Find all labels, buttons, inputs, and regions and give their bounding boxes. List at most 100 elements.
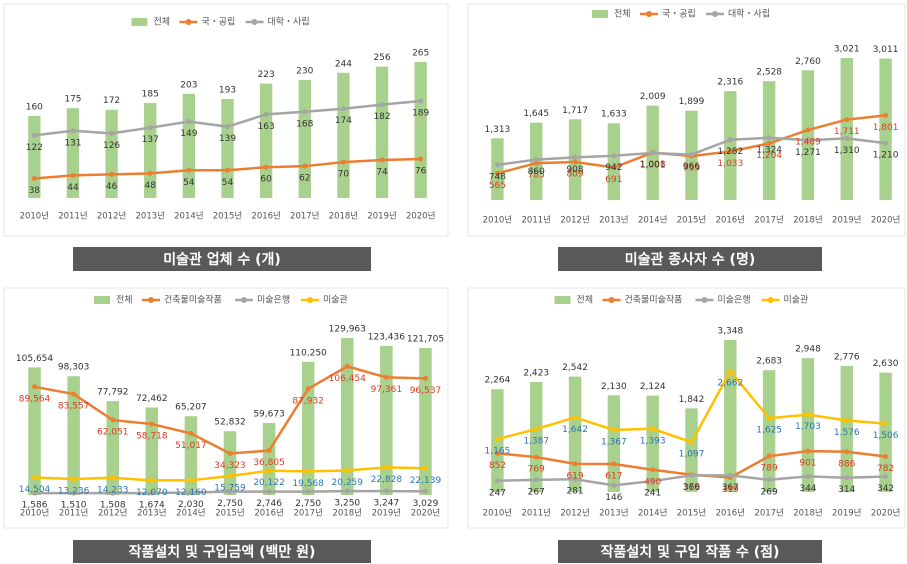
line-marker <box>383 464 389 470</box>
line-marker <box>727 368 733 374</box>
legend-marker <box>251 19 258 25</box>
line-marker <box>70 128 76 134</box>
x-tick-label: 2016년 <box>716 508 745 519</box>
data-label: 12,070 <box>136 488 168 498</box>
bar <box>762 370 776 492</box>
chart-frame <box>467 287 906 529</box>
data-label: 3,348 <box>717 327 743 337</box>
x-tick-label: 2018년 <box>329 211 358 222</box>
data-label: 22,139 <box>410 476 442 486</box>
title-banner <box>558 540 822 563</box>
x-tick-label: 2018년 <box>333 508 362 519</box>
data-label: 129,963 <box>329 325 366 335</box>
data-label: 2,130 <box>601 382 627 392</box>
legend-label: 국・공립 <box>202 17 236 28</box>
line-marker <box>383 488 389 494</box>
data-label: 782 <box>877 464 894 474</box>
x-tick-label: 2018년 <box>793 508 822 519</box>
data-label: 908 <box>566 165 583 175</box>
data-label: 1,711 <box>834 127 860 137</box>
line-marker <box>266 489 272 495</box>
data-label: 617 <box>605 471 622 481</box>
bar <box>414 62 427 198</box>
data-label: 2,030 <box>178 500 204 510</box>
x-tick-label: 2015년 <box>213 211 242 222</box>
legend-label: 미술은행 <box>718 294 751 306</box>
line-marker <box>225 167 230 173</box>
legend-marker <box>767 297 774 303</box>
data-label: 1,008 <box>640 160 666 170</box>
legend-label: 국・공립 <box>662 9 696 20</box>
data-label: 146 <box>605 493 622 503</box>
data-label: 13,236 <box>58 487 90 497</box>
bar <box>762 81 776 200</box>
data-label: 48 <box>145 181 157 191</box>
line-marker <box>533 157 539 163</box>
legend-label: 미술관 <box>323 295 348 306</box>
legend-swatch <box>554 296 571 304</box>
legend-label: 미술은행 <box>257 294 290 306</box>
line-marker <box>188 490 194 496</box>
x-tick-label: 2012년 <box>97 211 126 222</box>
line-marker <box>727 148 733 154</box>
line-marker <box>844 417 850 423</box>
data-label: 230 <box>296 66 313 76</box>
title-banner <box>73 540 371 563</box>
line-marker <box>689 472 694 478</box>
data-label: 3,021 <box>834 45 860 55</box>
data-label: 96,537 <box>410 386 442 396</box>
x-tick-label: 2014년 <box>638 215 667 226</box>
chart-title: 작품설치 및 구입 작품 수 (점) <box>601 544 780 561</box>
legend-marker <box>148 297 154 303</box>
data-label: 809 <box>566 169 583 179</box>
bar <box>67 376 80 495</box>
x-tick-label: 2017년 <box>754 508 783 519</box>
bar <box>106 401 119 495</box>
line-marker <box>227 473 233 479</box>
x-tick-label: 2011년 <box>59 508 88 519</box>
line-marker <box>805 137 811 143</box>
x-tick-label: 2020년 <box>871 215 900 226</box>
line-marker <box>727 137 733 143</box>
legend-label: 대학・사립 <box>268 17 310 28</box>
data-label: 76 <box>415 166 427 176</box>
data-label: 87,932 <box>292 396 324 406</box>
data-label: 62 <box>299 174 310 184</box>
line-marker <box>344 363 350 369</box>
x-tick-label: 2011년 <box>522 215 551 226</box>
data-label: 2,750 <box>295 499 321 509</box>
data-label: 2,542 <box>562 363 588 373</box>
bar <box>801 358 815 492</box>
x-tick-label: 2018년 <box>793 215 822 226</box>
data-label: 163 <box>258 122 275 132</box>
line-marker <box>572 414 578 420</box>
data-label: 1,506 <box>873 431 899 441</box>
bar <box>184 416 198 495</box>
bar <box>685 408 698 492</box>
x-tick-label: 2012년 <box>560 215 589 226</box>
data-label: 852 <box>489 461 506 471</box>
line-marker <box>110 417 116 423</box>
x-tick-label: 2015년 <box>677 215 706 226</box>
bar <box>607 395 621 492</box>
bar <box>724 340 737 492</box>
data-label: 1,899 <box>679 97 705 107</box>
line-marker <box>305 489 311 495</box>
line-marker <box>805 448 811 454</box>
data-label: 149 <box>180 129 197 139</box>
data-label: 1,489 <box>795 138 821 148</box>
line-marker <box>533 160 539 166</box>
data-label: 36,805 <box>253 458 285 468</box>
data-label: 314 <box>838 485 855 495</box>
x-tick-label: 2013년 <box>136 211 165 222</box>
line-marker <box>805 412 811 418</box>
legend-label: 전체 <box>154 17 171 28</box>
data-label: 256 <box>373 53 390 63</box>
line-marker <box>533 454 539 460</box>
line-marker <box>71 476 77 482</box>
x-tick-label: 2012년 <box>560 508 589 519</box>
line-marker <box>186 167 192 173</box>
data-label: 2,630 <box>873 359 899 369</box>
data-label: 14,504 <box>19 485 51 495</box>
data-label: 366 <box>683 483 700 493</box>
